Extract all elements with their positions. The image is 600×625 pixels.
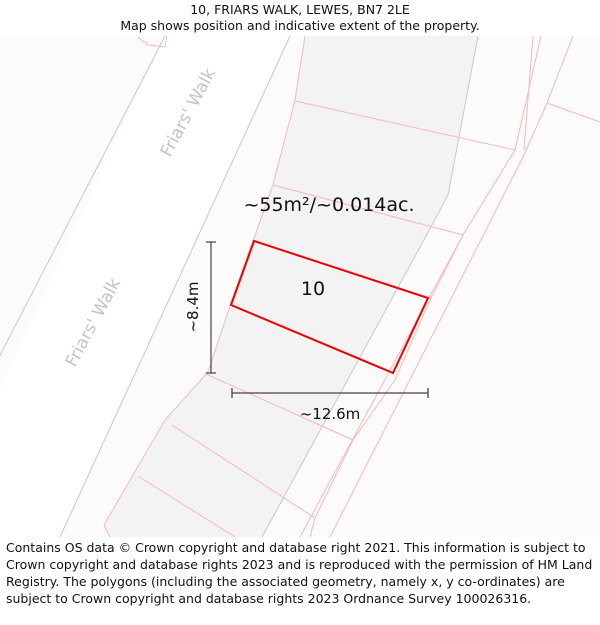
map-subtitle: Map shows position and indicative extent… <box>120 18 480 33</box>
area-label: ~55m²/~0.014ac. <box>243 194 414 216</box>
property-map[interactable]: Friars' Walk Friars' Walk ~55m²/~0.014ac… <box>0 36 600 537</box>
road-friars-walk <box>0 36 291 537</box>
property-boundary-outline[interactable] <box>229 239 430 375</box>
building-block <box>104 36 479 537</box>
parcel-lines <box>103 36 600 537</box>
height-dimension-label: ~8.4m <box>184 281 202 332</box>
width-dimension-line <box>231 388 429 398</box>
width-dimension-label: ~12.6m <box>300 405 361 423</box>
attribution-text: Contains OS data © Crown copyright and d… <box>6 540 593 606</box>
parcel-top-left <box>137 36 168 48</box>
plot-number-label: 10 <box>301 278 325 300</box>
height-dimension-line <box>206 241 216 374</box>
property-address-title: 10, FRIARS WALK, LEWES, BN7 2LE <box>190 2 410 17</box>
map-header: 10, FRIARS WALK, LEWES, BN7 2LE Map show… <box>0 0 600 38</box>
